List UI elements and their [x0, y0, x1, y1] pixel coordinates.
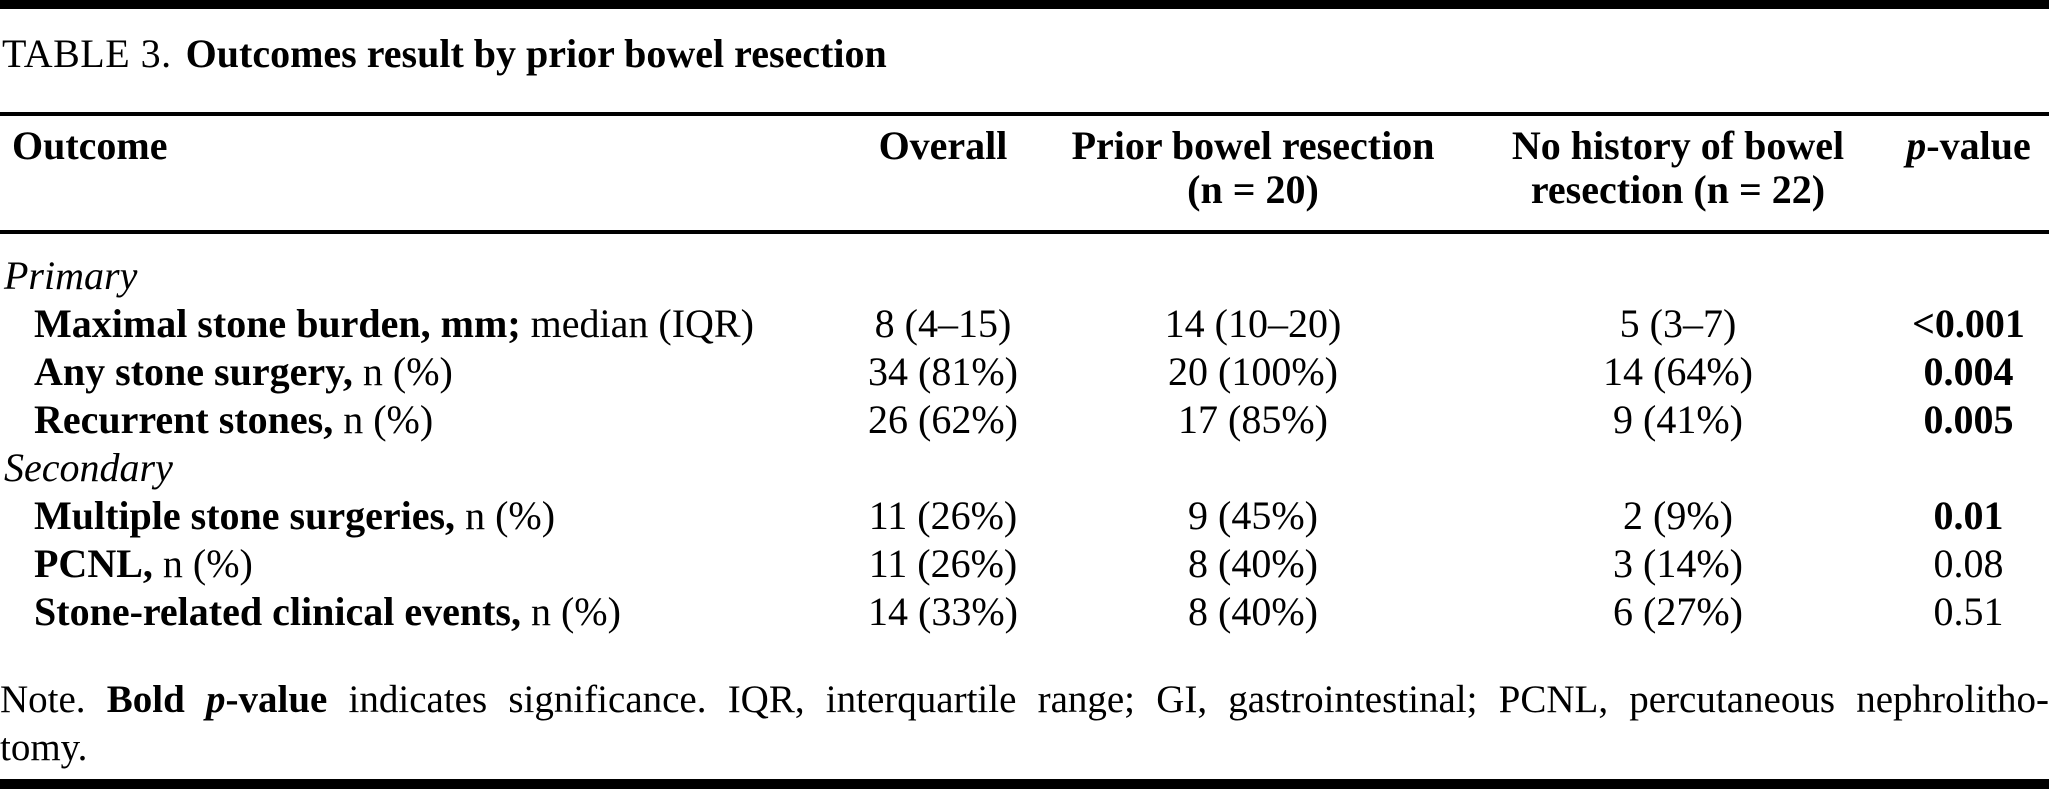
cell-prior: 8 (40%) — [1188, 589, 1318, 634]
cell-prior: 8 (40%) — [1188, 541, 1318, 586]
cell-overall: 11 (26%) — [868, 541, 1018, 586]
cell-p-value: 0.08 — [1933, 541, 2004, 586]
table-row-pcnl: PCNL, n (%) 11 (26%) 8 (40%) 3 (14%) 0.0… — [0, 540, 2049, 588]
table-header-row: Outcome Overall Prior bowel resection (n… — [0, 124, 2049, 212]
header-bottom-rule — [0, 230, 2049, 234]
cell-overall: 14 (33%) — [868, 589, 1018, 634]
column-header-overall: Overall — [878, 123, 1008, 168]
row-label: Multiple stone surgeries, n (%) — [34, 493, 556, 538]
cell-prior: 9 (45%) — [1188, 493, 1318, 538]
cell-overall: 26 (62%) — [868, 397, 1018, 442]
section-row-secondary: Secondary — [0, 444, 2049, 492]
table-row-stone-related-clinical-events: Stone-related clinical events, n (%) 14 … — [0, 588, 2049, 636]
section-row-primary: Primary — [0, 252, 2049, 300]
cell-no-history: 6 (27%) — [1613, 589, 1743, 634]
cell-no-history: 5 (3–7) — [1619, 301, 1737, 346]
column-header-prior-bowel-resection: Prior bowel resection (n = 20) — [1038, 124, 1468, 212]
row-label: Maximal stone burden, mm; median (IQR) — [34, 301, 754, 346]
table-row-recurrent-stones: Recurrent stones, n (%) 26 (62%) 17 (85%… — [0, 396, 2049, 444]
section-label: Secondary — [4, 445, 173, 490]
footnote-line2: tomy. — [0, 726, 88, 769]
column-header-line1: No history of bowel — [1511, 123, 1845, 168]
row-label: Any stone surgery, n (%) — [34, 349, 453, 394]
footnote-line1: Note. Bold p-value indicates significanc… — [0, 678, 2049, 721]
cell-p-value: 0.01 — [1933, 493, 2004, 538]
cell-overall: 34 (81%) — [868, 349, 1018, 394]
top-thick-rule — [0, 0, 2049, 9]
cell-overall: 11 (26%) — [868, 493, 1018, 538]
cell-p-value: 0.005 — [1923, 397, 2014, 442]
table-caption: Outcomes result by prior bowel resection — [185, 31, 887, 76]
cell-no-history: 2 (9%) — [1623, 493, 1733, 538]
cell-p-value: 0.51 — [1933, 589, 2004, 634]
column-header-outcome: Outcome — [12, 123, 168, 168]
row-label: Recurrent stones, n (%) — [34, 397, 434, 442]
cell-no-history: 9 (41%) — [1613, 397, 1743, 442]
column-header-no-history: No history of bowel resection (n = 22) — [1468, 124, 1888, 212]
cell-p-value: <0.001 — [1912, 301, 2025, 346]
column-header-p-value: p-value — [1906, 123, 2031, 168]
cell-prior: 20 (100%) — [1168, 349, 1338, 394]
cell-overall: 8 (4–15) — [874, 301, 1012, 346]
column-header-line2: resection (n = 22) — [1530, 167, 1826, 212]
column-header-line2: (n = 20) — [1187, 167, 1319, 212]
column-header-line1: Prior bowel resection — [1071, 123, 1435, 168]
table-row-multiple-stone-surgeries: Multiple stone surgeries, n (%) 11 (26%)… — [0, 492, 2049, 540]
table-title: TABLE 3. Outcomes result by prior bowel r… — [2, 30, 887, 78]
row-label: Stone-related clinical events, n (%) — [34, 589, 621, 634]
cell-prior: 17 (85%) — [1178, 397, 1328, 442]
cell-no-history: 3 (14%) — [1613, 541, 1743, 586]
table-row-maximal-stone-burden: Maximal stone burden, mm; median (IQR) 8… — [0, 300, 2049, 348]
cell-prior: 14 (10–20) — [1164, 301, 1342, 346]
header-top-rule — [0, 112, 2049, 116]
row-label: PCNL, n (%) — [34, 541, 253, 586]
table-row-any-stone-surgery: Any stone surgery, n (%) 34 (81%) 20 (10… — [0, 348, 2049, 396]
table-body: Primary Maximal stone burden, mm; median… — [0, 252, 2049, 636]
table-footnote: Note. Bold p-value indicates significanc… — [0, 676, 2049, 772]
bottom-thick-rule — [0, 779, 2049, 789]
cell-no-history: 14 (64%) — [1603, 349, 1753, 394]
cell-p-value: 0.004 — [1923, 349, 2014, 394]
section-label: Primary — [4, 253, 138, 298]
table-number: TABLE 3. — [2, 31, 172, 76]
